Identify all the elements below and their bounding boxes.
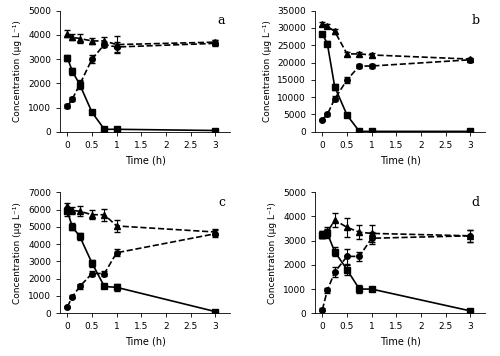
Y-axis label: Concentration (μg L⁻¹): Concentration (μg L⁻¹) xyxy=(14,202,22,304)
X-axis label: Time (h): Time (h) xyxy=(124,337,166,347)
Y-axis label: Concentration (μg L⁻¹): Concentration (μg L⁻¹) xyxy=(262,20,272,122)
X-axis label: Time (h): Time (h) xyxy=(124,155,166,165)
Y-axis label: Concentration (μg L⁻¹): Concentration (μg L⁻¹) xyxy=(14,20,22,122)
Y-axis label: Concentration (μg L⁻¹): Concentration (μg L⁻¹) xyxy=(268,202,278,304)
Text: a: a xyxy=(218,14,225,27)
Text: d: d xyxy=(472,196,480,209)
X-axis label: Time (h): Time (h) xyxy=(380,337,420,347)
Text: c: c xyxy=(218,196,225,209)
X-axis label: Time (h): Time (h) xyxy=(380,155,420,165)
Text: b: b xyxy=(472,14,480,27)
